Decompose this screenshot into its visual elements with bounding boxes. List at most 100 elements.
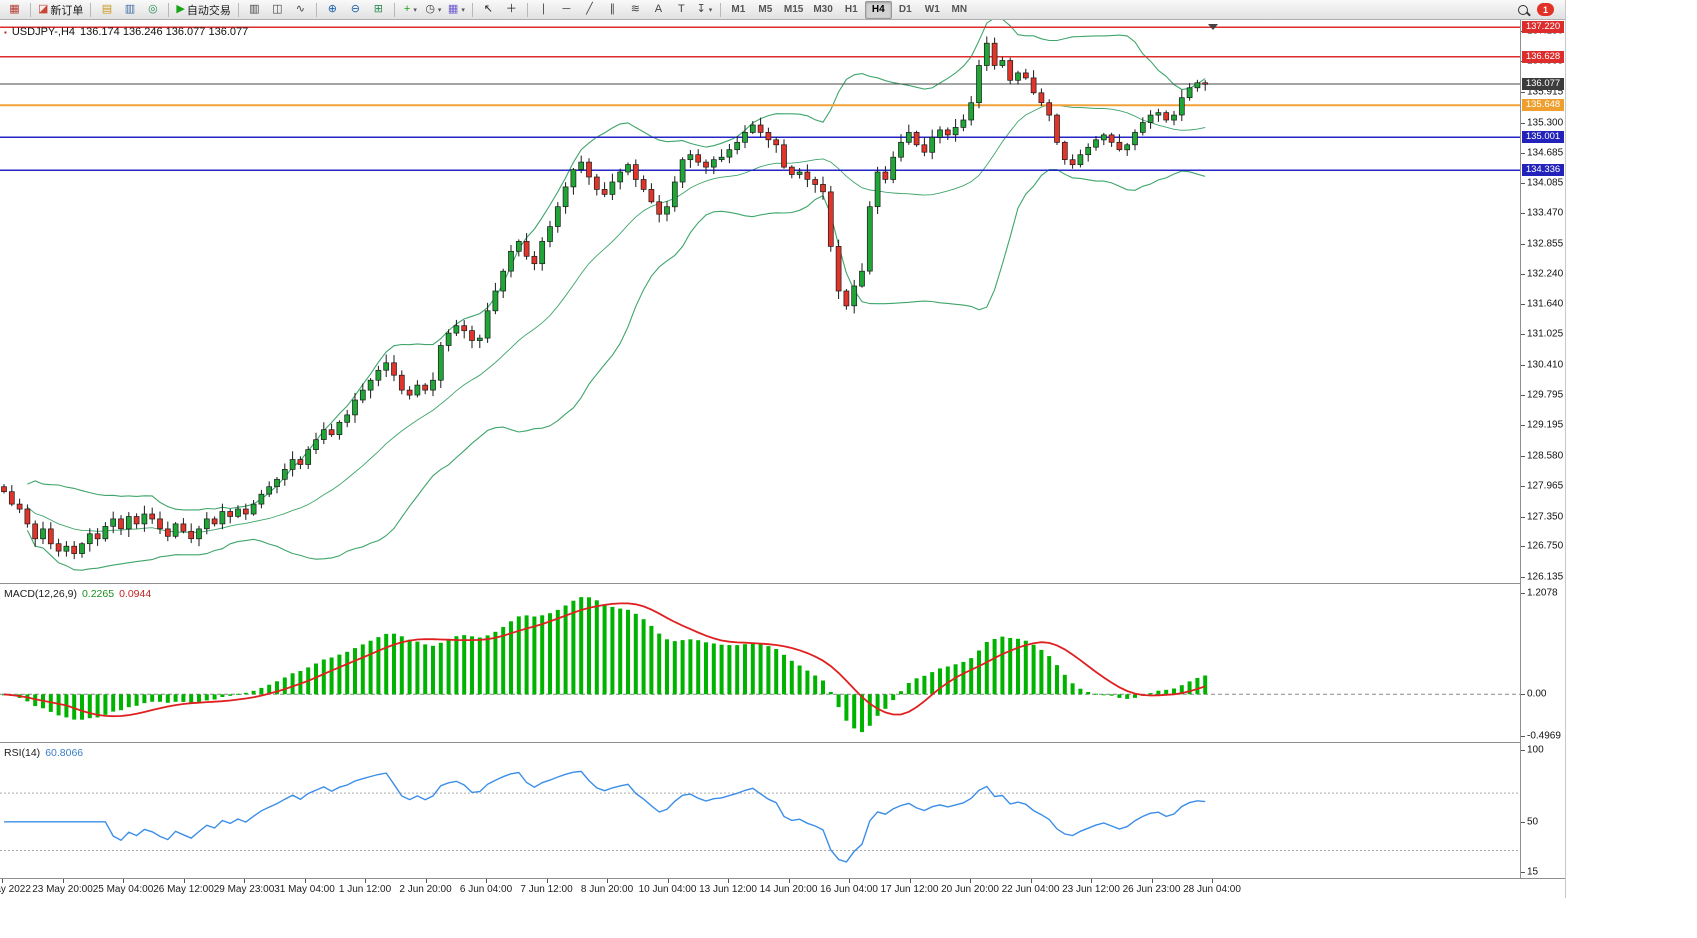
zoom-out-button[interactable]: ⊖: [344, 0, 367, 19]
time-tick: [244, 879, 245, 883]
main-chart[interactable]: [0, 20, 1520, 582]
time-tick: [970, 879, 971, 883]
panel-splitter[interactable]: [0, 583, 1565, 584]
scale-tick: [1521, 274, 1525, 276]
label-button[interactable]: T: [670, 0, 693, 19]
toolbar-separator: [471, 2, 473, 17]
time-tick: [1151, 879, 1153, 883]
new-order-button[interactable]: ◪ 新订单: [35, 0, 86, 19]
macd-signal-line: [3, 602, 1206, 718]
channel-button[interactable]: ∥: [601, 0, 624, 19]
dropdown-caret-icon: ▾: [708, 6, 713, 14]
zoom-in-button[interactable]: ⊕: [321, 0, 344, 19]
vertical-line-button[interactable]: ∣: [532, 0, 555, 19]
time-label: 29 May 23:00: [213, 884, 275, 895]
channel-icon: ∥: [609, 3, 616, 15]
timeframe-m30-button[interactable]: M30: [813, 4, 833, 15]
scale-tick: [1521, 821, 1525, 823]
templates-button[interactable]: ▦ ▾: [445, 0, 468, 19]
vertical-line-icon: ∣: [540, 3, 547, 15]
chart-header: ▪ USDJPY-,H4 136.174 136.246 136.077 136…: [4, 26, 248, 38]
mt4-terminal: ▦ ◪ 新订单 ▤ ▥ ◎ ▶ 自动交易 ▥ ◫ ∿ ⊕ ⊖ ⊞ + ▾ ◷ ▾ ▦ ▾ ↖ ＋ ∣ ─ ╱ ∥ ≋ A T ↧ ▾ M1 M5…: [0, 0, 1566, 898]
bar-chart-button[interactable]: ▥: [243, 0, 266, 19]
scale-tick: [1521, 303, 1525, 305]
panel-splitter[interactable]: [0, 742, 1565, 743]
trendline-button[interactable]: ╱: [578, 0, 601, 19]
time-tick: [425, 879, 427, 883]
cursor-button[interactable]: ↖: [477, 0, 500, 19]
templates-icon: ▦: [447, 3, 459, 15]
new-order-button-label: 新订单: [50, 4, 84, 17]
navigator-button[interactable]: ◎: [141, 0, 164, 19]
timeframe-h4-button[interactable]: H4: [864, 0, 892, 19]
price-scale[interactable]: 137.150136.535135.915135.300134.685134.0…: [1521, 20, 1565, 878]
timeframe-h1-button[interactable]: H1: [844, 4, 858, 15]
rsi-line: [4, 770, 1206, 863]
scale-tick: [1521, 546, 1525, 548]
rsi-panel[interactable]: [0, 744, 1520, 878]
price-scale-label: 129.795: [1527, 389, 1564, 401]
fibonacci-button[interactable]: ≋: [624, 0, 647, 19]
zoom-in-icon: ⊕: [327, 3, 337, 15]
scale-tick: [1521, 750, 1525, 751]
timeframe-w1-button[interactable]: W1: [924, 4, 940, 15]
candles: [1, 36, 1209, 560]
new-order-icon: ◪: [38, 3, 49, 15]
indicators-button[interactable]: + ▾: [399, 0, 422, 19]
chart-symbol-period: USDJPY-,H4: [11, 26, 76, 38]
crosshair-button[interactable]: ＋: [500, 0, 523, 19]
market-watch-button[interactable]: ▤: [95, 0, 118, 19]
crosshair-icon: ＋: [505, 3, 517, 15]
dropdown-caret-icon: ▾: [437, 6, 442, 14]
macd-signal-value: 0.0944: [119, 588, 152, 600]
time-label: 13 Jun 12:00: [699, 884, 757, 895]
time-label: 7 Jun 12:00: [520, 884, 573, 895]
shift-marker-icon: [1208, 24, 1218, 30]
text-button[interactable]: A: [647, 0, 670, 19]
time-label: 26 Jun 23:00: [1122, 884, 1181, 895]
indicators-icon: +: [403, 3, 411, 15]
price-scale-label: 135.915: [1527, 86, 1564, 98]
rsi-value: 60.8066: [45, 747, 84, 759]
time-tick: [607, 879, 608, 883]
tile-windows-button[interactable]: ⊞: [367, 0, 390, 19]
autotrading-button[interactable]: ▶ 自动交易: [173, 0, 233, 19]
time-tick: [849, 879, 850, 883]
time-label: 23 Jun 12:00: [1062, 884, 1120, 895]
horizontal-line-button[interactable]: ─: [555, 0, 578, 19]
timeframe-mn-button[interactable]: MN: [951, 4, 968, 15]
scale-tick: [1521, 455, 1525, 457]
price-scale-label: 100: [1527, 744, 1544, 756]
toolbar-separator: [30, 2, 31, 17]
toolbar-separator: [526, 2, 528, 17]
bar-chart-icon: ▥: [249, 3, 260, 15]
arrow-tools-button[interactable]: ↧ ▾: [693, 0, 716, 19]
search-icon[interactable]: [1518, 4, 1528, 15]
price-scale-label: 129.195: [1527, 419, 1564, 431]
data-window-button[interactable]: ▥: [118, 0, 141, 19]
notification-badge[interactable]: 1: [1537, 3, 1554, 16]
price-badge: 137.220: [1522, 21, 1564, 34]
candlestick-chart-button[interactable]: ◫: [266, 0, 289, 19]
timeframe-m1-button[interactable]: M1: [731, 4, 746, 15]
line-chart-button[interactable]: ∿: [289, 0, 312, 19]
timeframe-m5-button[interactable]: M5: [758, 4, 773, 15]
price-badge: 135.001: [1522, 131, 1564, 144]
time-tick: [667, 879, 669, 883]
time-tick: [1030, 879, 1032, 883]
time-label: 14 Jun 20:00: [759, 884, 818, 895]
time-label: 28 Jun 04:00: [1183, 884, 1241, 895]
periods-button[interactable]: ◷ ▾: [422, 0, 445, 19]
price-scale-label: 134.085: [1527, 177, 1564, 189]
macd-indicator-name: MACD(12,26,9): [4, 588, 77, 600]
time-tick: [546, 879, 548, 883]
price-scale-splitter[interactable]: [1520, 20, 1521, 878]
timeframe-m15-button[interactable]: M15: [783, 4, 804, 15]
macd-panel[interactable]: [0, 585, 1520, 741]
timeframe-d1-button[interactable]: D1: [898, 4, 912, 15]
time-label: 20 Jun 20:00: [941, 884, 999, 895]
label-icon: T: [678, 3, 685, 15]
price-badge: 136.077: [1522, 78, 1564, 90]
new-chart-button[interactable]: ▦: [3, 0, 26, 19]
